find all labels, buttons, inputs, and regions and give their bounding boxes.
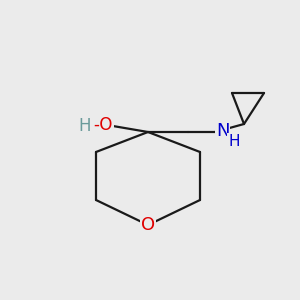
- Text: H: H: [79, 117, 91, 135]
- Text: N: N: [216, 122, 230, 140]
- Text: O: O: [141, 216, 155, 234]
- Text: H: H: [228, 134, 239, 148]
- Text: -O: -O: [93, 116, 113, 134]
